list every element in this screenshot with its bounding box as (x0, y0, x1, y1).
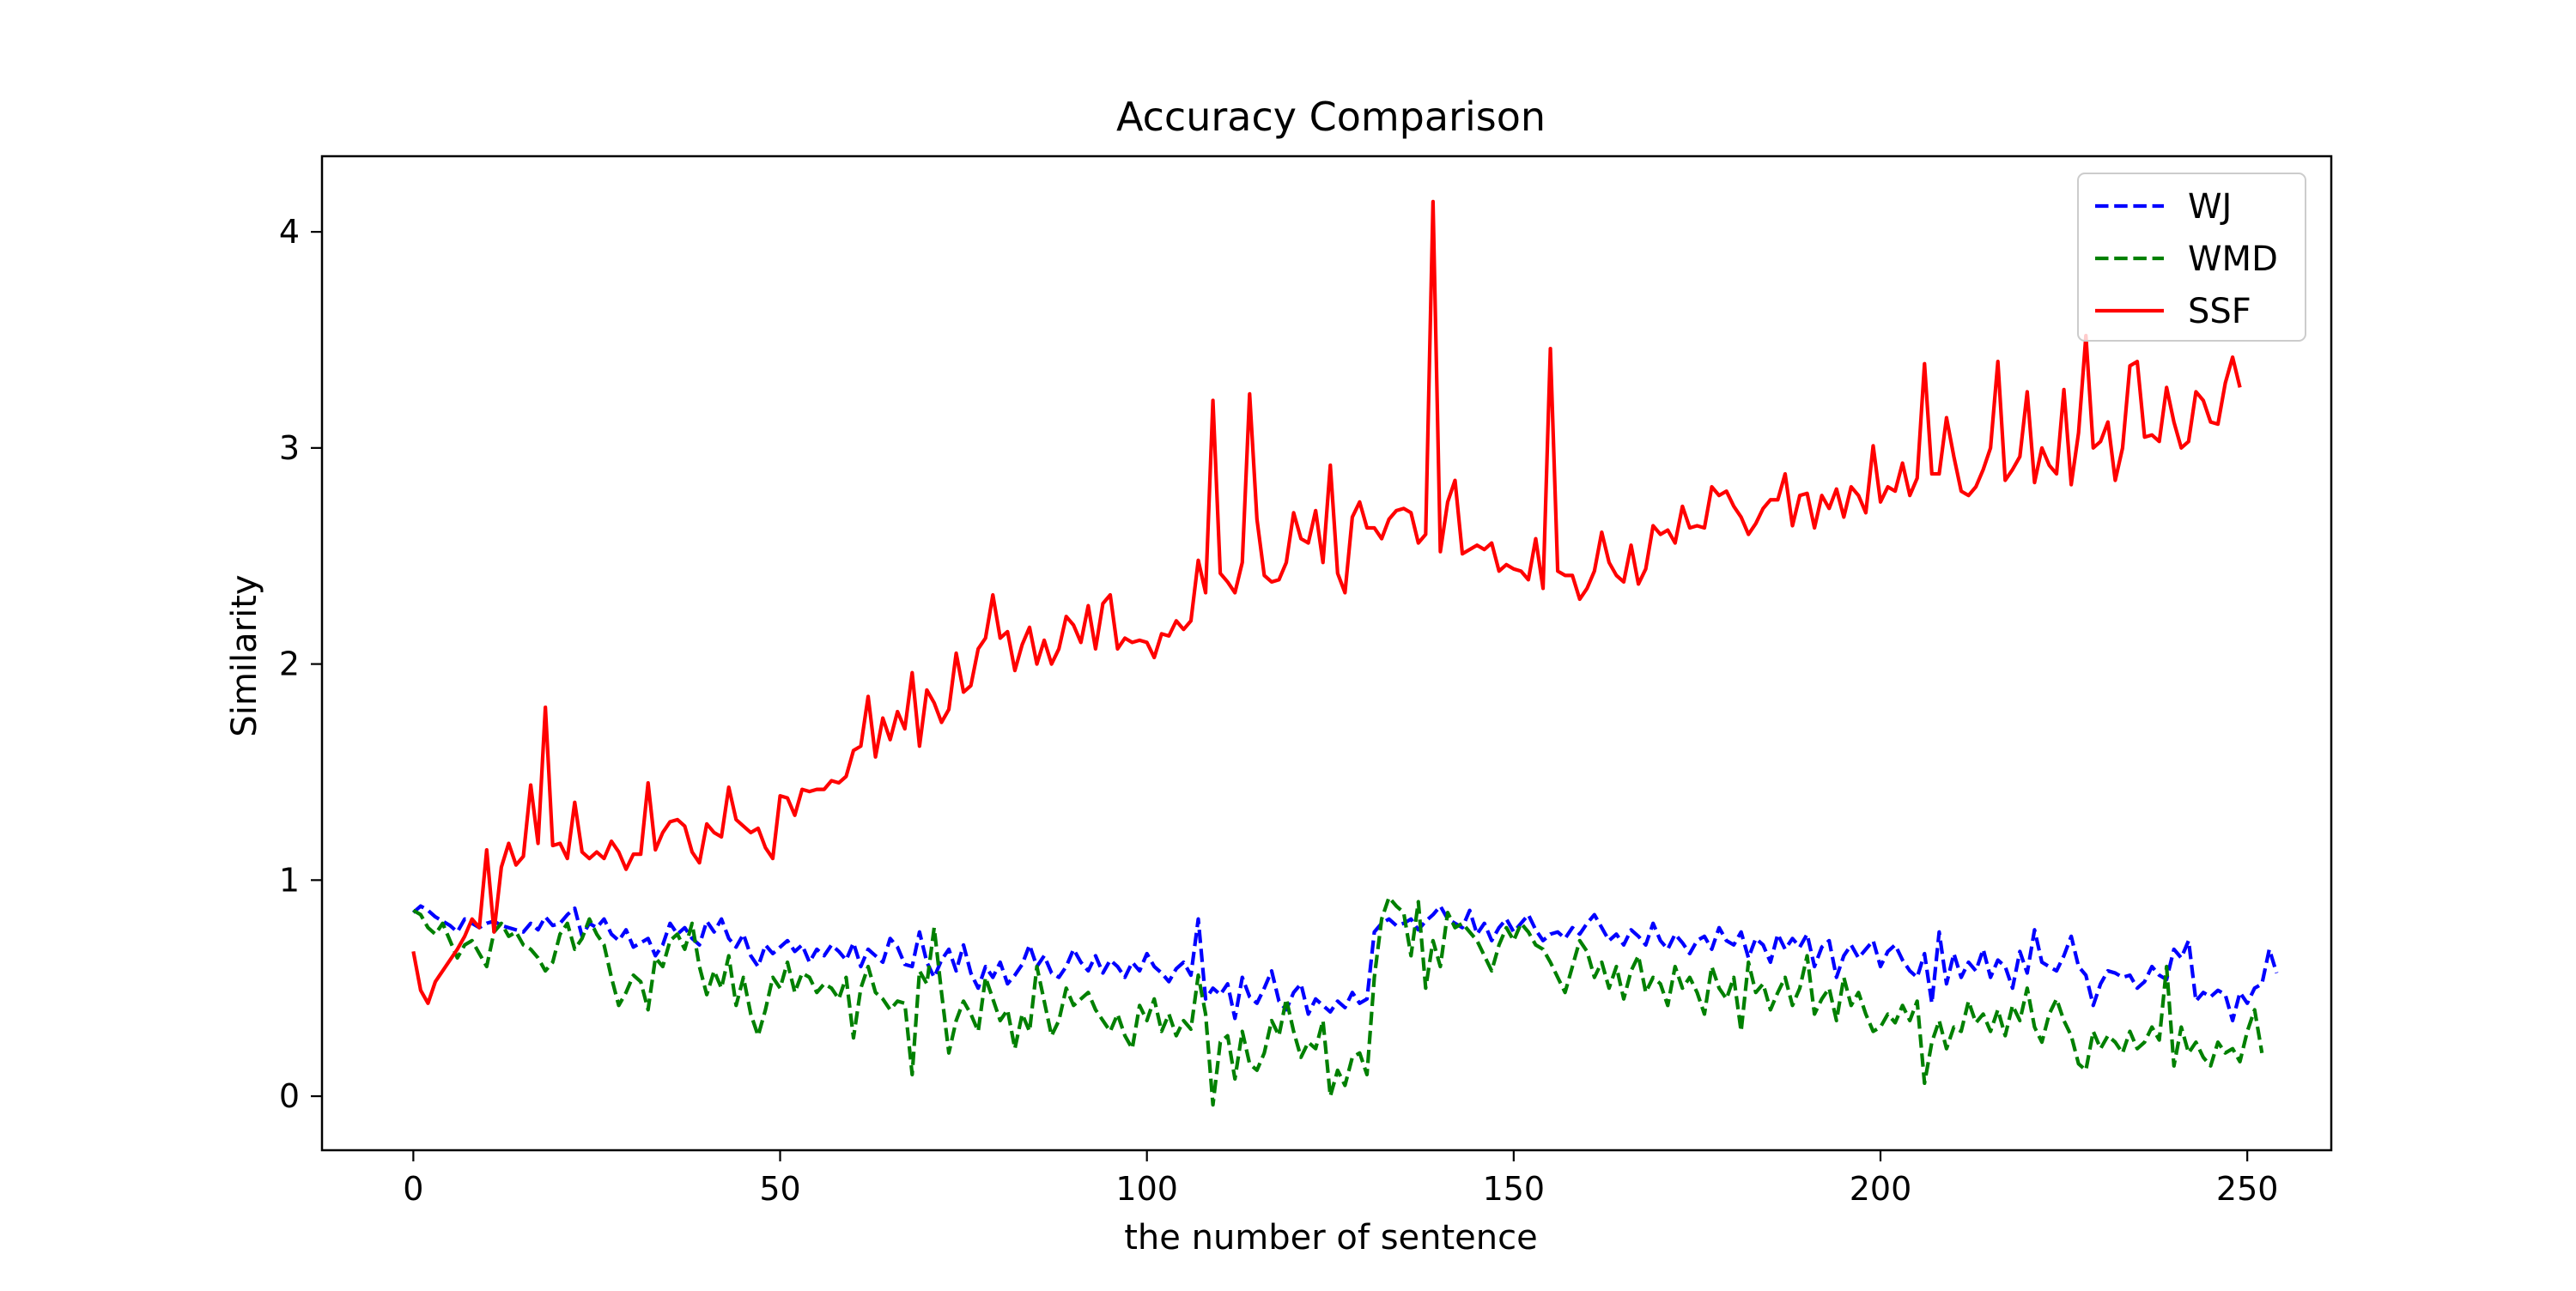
chart-title: Accuracy Comparison (1116, 94, 1546, 140)
series-line-ssf (411, 199, 2242, 1005)
series-group (411, 199, 2279, 1107)
x-tick-label: 200 (1850, 1170, 1912, 1208)
y-tick-label: 1 (279, 861, 300, 899)
series-line-wmd (412, 895, 2264, 1107)
x-axis-label: the number of sentence (1124, 1218, 1538, 1258)
legend-label-ssf: SSF (2188, 292, 2251, 331)
y-tick-label: 0 (279, 1077, 300, 1115)
axes-frame (320, 155, 2333, 1152)
y-tick-label: 4 (279, 213, 300, 251)
x-tick-label: 100 (1115, 1170, 1178, 1208)
y-axis-label: Similarity (225, 574, 264, 736)
x-tick-label: 50 (759, 1170, 800, 1208)
series-line-wj (411, 904, 2279, 1023)
x-tick-label: 250 (2216, 1170, 2279, 1208)
legend-label-wmd: WMD (2188, 239, 2278, 279)
y-tick-label: 2 (279, 646, 300, 683)
y-tick-label: 3 (279, 429, 300, 467)
plot-area: 0 50 100 150 200 250 0 1 2 3 4 WJ WMD SSF (279, 155, 2333, 1208)
legend: WJ WMD SSF (2077, 173, 2306, 342)
legend-box (2077, 173, 2306, 342)
x-tick-label: 150 (1483, 1170, 1546, 1208)
legend-label-wj: WJ (2188, 187, 2232, 227)
x-tick-label: 0 (403, 1170, 423, 1208)
